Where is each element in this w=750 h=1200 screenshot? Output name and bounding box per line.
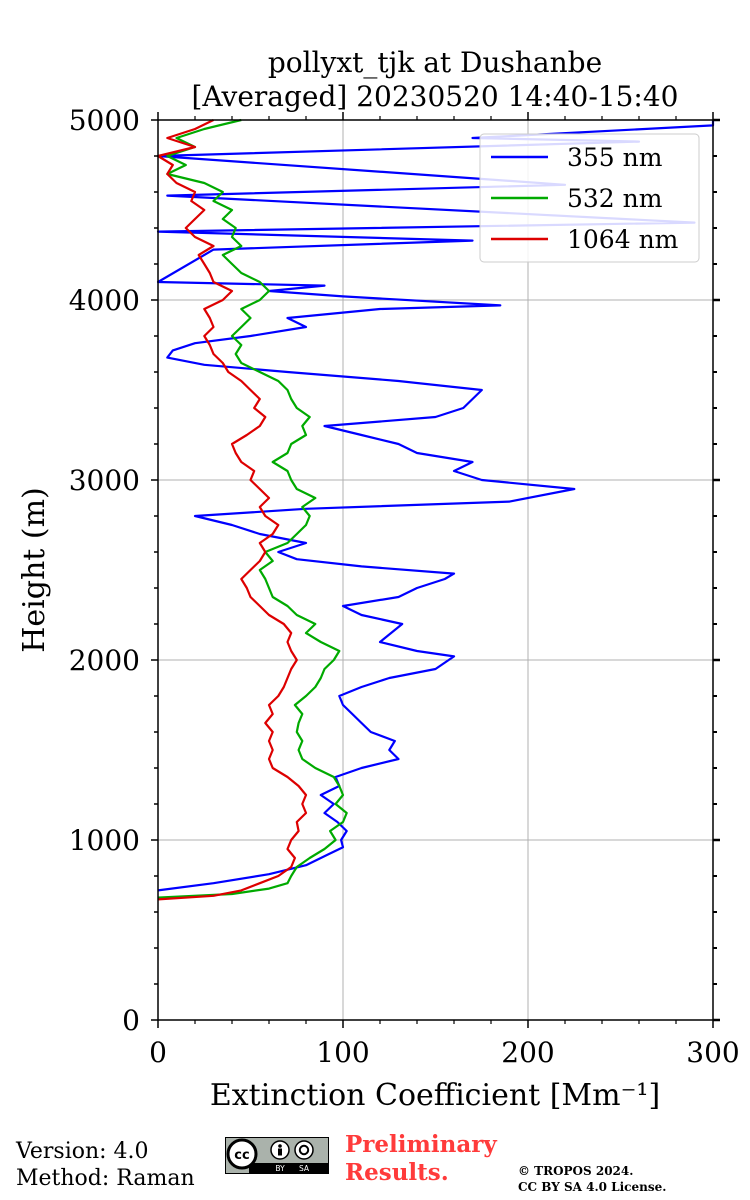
footer-version: Version: 4.0 — [16, 1139, 149, 1164]
preliminary-results-line2: Results. — [345, 1159, 449, 1186]
x-axis-label-text: Extinction Coefficient [Mm⁻¹] — [210, 1078, 660, 1113]
y-tick-label-4: 4000 — [69, 284, 140, 317]
footer-method: Method: Raman — [16, 1166, 195, 1191]
copyright-line2: CC BY SA 4.0 License. — [518, 1180, 667, 1194]
by-label: BY — [275, 1164, 285, 1173]
extinction-profile-chart: pollyxt_tjk at Dushanbe [Averaged] 20230… — [17, 46, 740, 1113]
legend-label-0: 355 nm — [567, 143, 663, 172]
y-axis-label: Height (m) — [17, 487, 52, 652]
sa-sharealike-icon — [294, 1140, 314, 1160]
series-line-2 — [156, 119, 308, 901]
copyright-line1: © TROPOS 2024. — [518, 1164, 634, 1178]
cc-logo-text: cc — [234, 1148, 249, 1163]
series-lines — [156, 118, 715, 901]
y-tick-label-1: 1000 — [69, 824, 140, 857]
y-tick-label-3: 3000 — [69, 464, 140, 497]
chart-title-line2: [Averaged] 20230520 14:40-15:40 — [192, 80, 679, 113]
y-tick-label-5: 5000 — [69, 104, 140, 137]
x-tick-label-2: 200 — [501, 1036, 554, 1069]
legend-label-1: 532 nm — [567, 184, 663, 213]
x-tick-label-1: 100 — [316, 1036, 369, 1069]
chart-title-line1: pollyxt_tjk at Dushanbe — [268, 46, 602, 79]
cc-by-sa-license-icon: cc BY SA — [225, 1137, 329, 1174]
x-tick-label-3: 300 — [686, 1036, 739, 1069]
legend: 355 nm 532 nm 1064 nm — [479, 133, 700, 263]
x-tick-label-0: 0 — [149, 1036, 167, 1069]
sa-label: SA — [299, 1164, 310, 1173]
legend-label-2: 1064 nm — [567, 225, 679, 254]
axis-ticks — [151, 112, 720, 1028]
legend-box — [479, 133, 700, 263]
x-axis-label: Extinction Coefficient [Mm⁻¹] — [210, 1078, 660, 1113]
series-line-0 — [156, 120, 715, 892]
y-tick-label-2: 2000 — [69, 644, 140, 677]
series-line-1 — [157, 118, 348, 899]
preliminary-results-line1: Preliminary — [345, 1131, 497, 1158]
y-tick-label-0: 0 — [122, 1004, 140, 1037]
plot-frame — [157, 119, 714, 1021]
